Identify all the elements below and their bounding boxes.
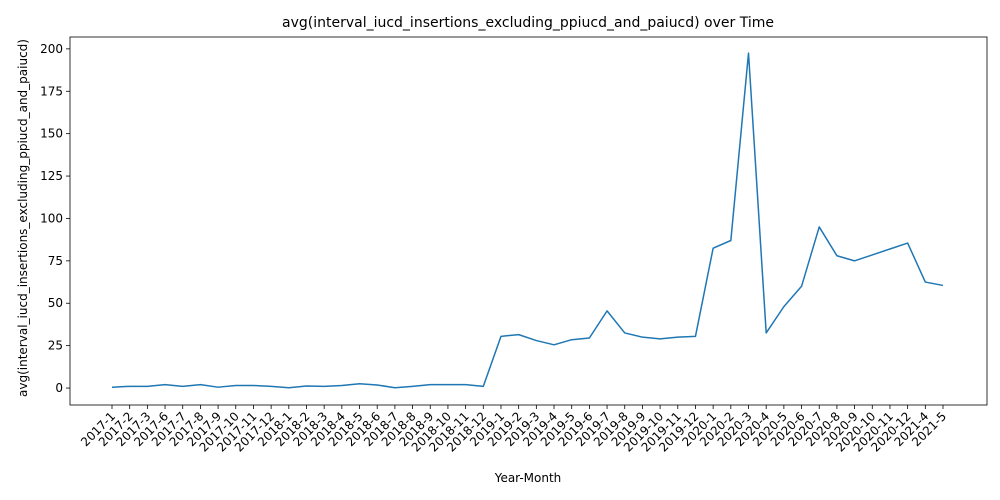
data-point: [906, 241, 910, 245]
data-point: [570, 338, 574, 342]
data-point: [693, 334, 697, 338]
data-point: [216, 385, 220, 389]
data-point: [888, 247, 892, 251]
data-point: [464, 383, 468, 387]
plot-frame: [69, 36, 988, 406]
data-point: [322, 384, 326, 388]
data-point: [853, 259, 857, 263]
y-tick-label: 0: [55, 381, 63, 395]
data-point: [587, 336, 591, 340]
chart-title: avg(interval_iucd_insertions_excluding_p…: [282, 15, 774, 31]
data-point: [623, 331, 627, 335]
data-point: [269, 384, 273, 388]
y-tick-label: 75: [48, 254, 63, 268]
data-point: [658, 337, 662, 341]
data-point: [428, 383, 432, 387]
data-point: [800, 284, 804, 288]
y-axis: 0 25 50 75 100 125 150 175 200: [40, 42, 70, 395]
data-point: [729, 239, 733, 243]
data-point: [110, 385, 114, 389]
y-axis-label: avg(interval_iucd_insertions_excluding_p…: [16, 39, 30, 397]
data-point: [817, 225, 821, 229]
x-axis: 2017-12017-22017-32017-62017-72017-82017…: [78, 405, 949, 455]
y-tick-label: 175: [40, 84, 63, 98]
data-point: [163, 383, 167, 387]
data-point: [446, 383, 450, 387]
data-point: [251, 384, 255, 388]
data-point: [358, 382, 362, 386]
data-point: [393, 386, 397, 390]
data-point: [605, 309, 609, 313]
data-point: [835, 254, 839, 258]
data-point: [234, 384, 238, 388]
data-point: [304, 384, 308, 388]
y-tick-label: 25: [48, 339, 63, 353]
series-line: [111, 52, 944, 389]
data-point: [198, 383, 202, 387]
data-point: [923, 280, 927, 284]
y-tick-label: 200: [40, 42, 63, 56]
plot-area: [69, 36, 988, 406]
data-point: [481, 384, 485, 388]
y-tick-label: 100: [40, 211, 63, 225]
data-point: [517, 333, 521, 337]
data-point: [640, 335, 644, 339]
y-tick-label: 125: [40, 169, 63, 183]
y-tick-label: 50: [48, 296, 63, 310]
x-axis-label: Year-Month: [494, 471, 562, 485]
data-point: [340, 384, 344, 388]
data-point: [782, 305, 786, 309]
data-point: [552, 343, 556, 347]
data-point: [941, 283, 945, 287]
data-point: [411, 384, 415, 388]
data-point: [287, 386, 291, 390]
data-point: [375, 383, 379, 387]
data-point: [764, 331, 768, 335]
data-point: [534, 339, 538, 343]
data-point: [145, 384, 149, 388]
data-point: [711, 246, 715, 250]
data-point: [499, 334, 503, 338]
data-point: [870, 253, 874, 257]
y-tick-label: 150: [40, 127, 63, 141]
data-point: [676, 335, 680, 339]
data-point: [747, 51, 751, 55]
data-point: [128, 384, 132, 388]
data-point: [181, 384, 185, 388]
